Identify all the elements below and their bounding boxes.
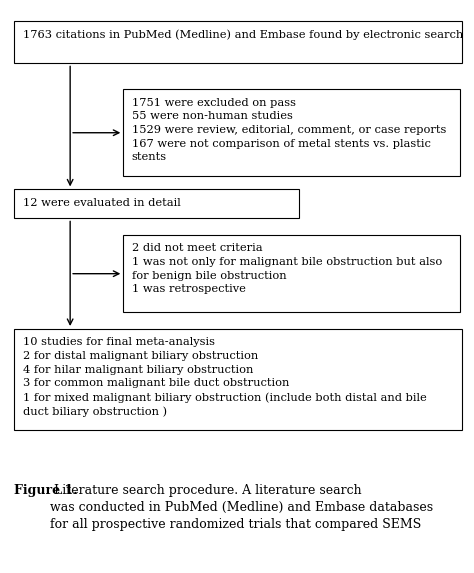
FancyBboxPatch shape bbox=[123, 235, 460, 312]
FancyBboxPatch shape bbox=[123, 89, 460, 176]
Text: Figure 1.: Figure 1. bbox=[14, 484, 78, 497]
Text: 12 were evaluated in detail: 12 were evaluated in detail bbox=[23, 198, 181, 208]
Text: 1763 citations in PubMed (Medline) and Embase found by electronic search: 1763 citations in PubMed (Medline) and E… bbox=[23, 30, 463, 40]
FancyBboxPatch shape bbox=[14, 329, 462, 430]
Text: Literature search procedure. A literature search
was conducted in PubMed (Medlin: Literature search procedure. A literatur… bbox=[50, 484, 433, 531]
Text: 10 studies for final meta-analysis
2 for distal malignant biliary obstruction
4 : 10 studies for final meta-analysis 2 for… bbox=[23, 337, 427, 417]
FancyBboxPatch shape bbox=[14, 189, 299, 218]
Text: 2 did not meet criteria
1 was not only for malignant bile obstruction but also
f: 2 did not meet criteria 1 was not only f… bbox=[132, 244, 442, 294]
FancyBboxPatch shape bbox=[14, 21, 462, 64]
Text: 1751 were excluded on pass
55 were non-human studies
1529 were review, editorial: 1751 were excluded on pass 55 were non-h… bbox=[132, 98, 446, 162]
